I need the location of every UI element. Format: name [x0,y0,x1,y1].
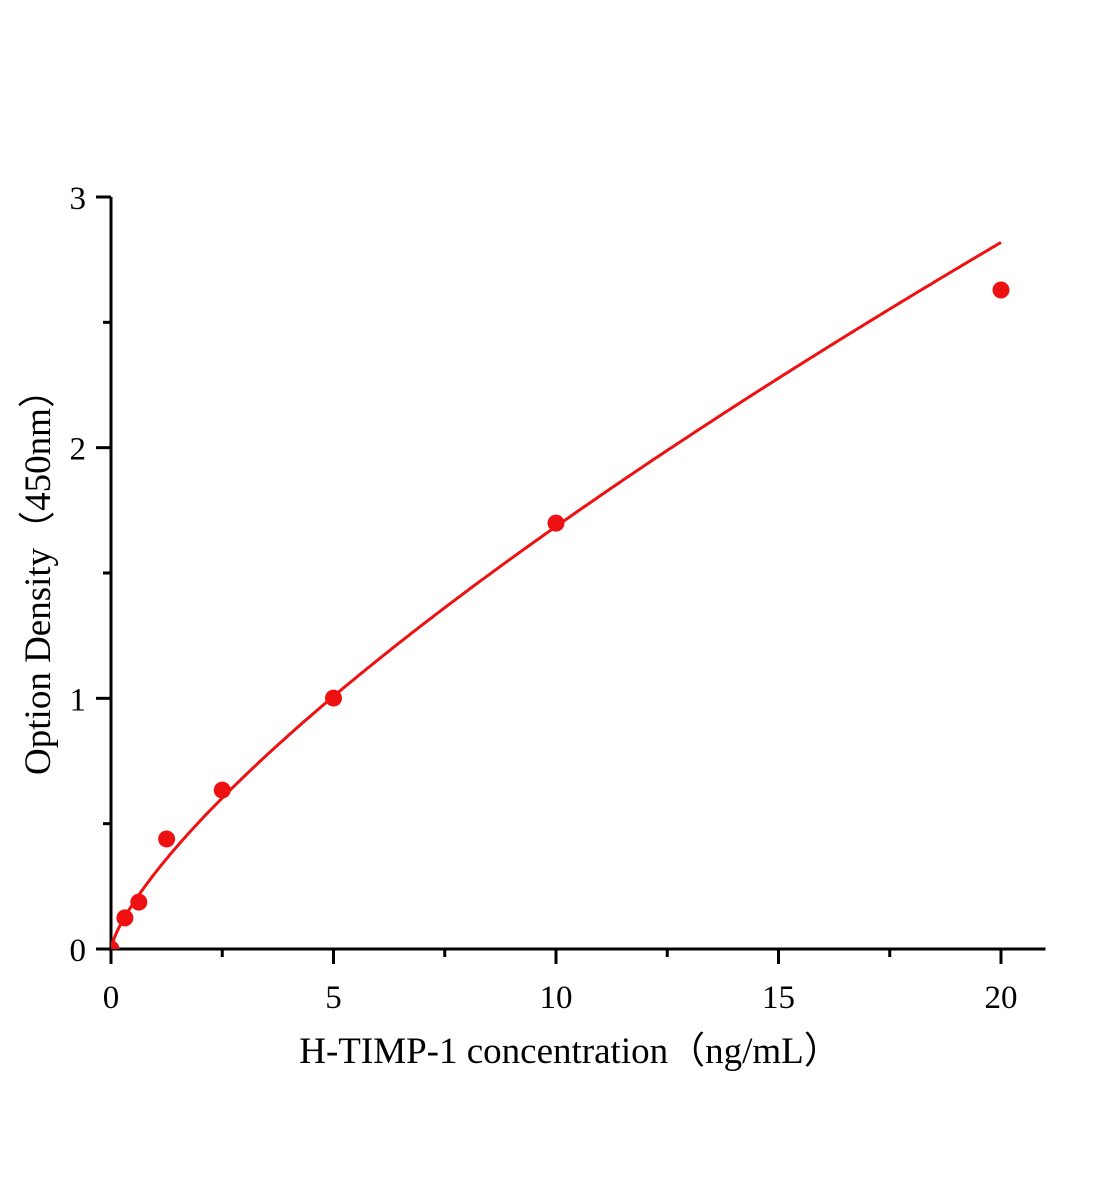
data-point [547,514,565,532]
data-point [325,689,342,707]
data-point [116,909,134,927]
y-axis-label: Option Density（450nm） [18,371,59,775]
x-tick-label: 0 [103,980,120,1016]
data-point [130,893,148,911]
data-points [111,281,1010,949]
y-tick-label: 2 [70,432,87,468]
data-point [111,940,120,949]
x-tick-label: 15 [762,980,795,1016]
data-point [992,281,1010,299]
axes: 0 5 10 15 20 0 1 2 3 [70,181,1046,1016]
data-point [158,830,176,848]
y-tick-label: 1 [70,682,87,718]
x-tick-label: 20 [985,980,1018,1016]
x-tick-label: 10 [540,980,573,1016]
y-tick-label: 3 [70,181,87,217]
x-axis-label: H-TIMP-1 concentration（ng/mL） [299,1031,841,1072]
x-tick-label: 5 [325,980,342,1016]
y-tick-label: 0 [70,933,87,969]
data-point [213,781,231,799]
fit-curve [111,241,1002,949]
